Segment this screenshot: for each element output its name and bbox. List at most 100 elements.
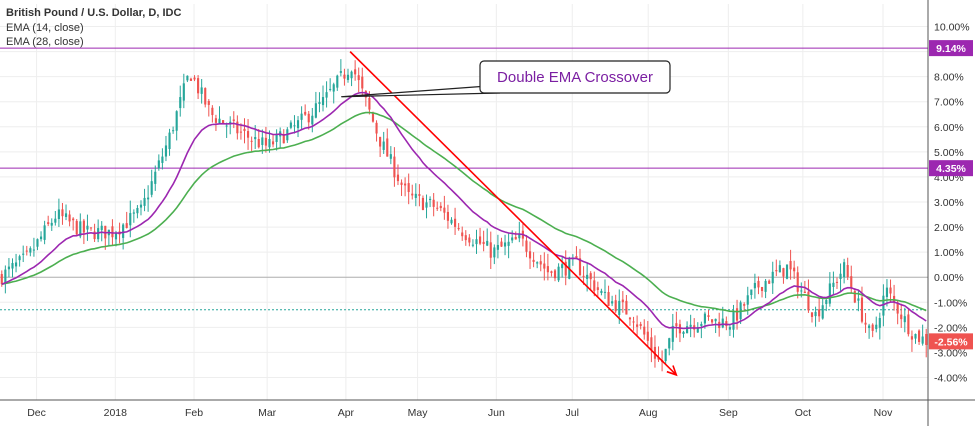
- y-tick-label: -2.00%: [934, 322, 967, 334]
- candle-body: [50, 222, 53, 226]
- candle-body: [764, 280, 767, 292]
- candle-body: [197, 78, 200, 94]
- candle-body: [236, 121, 239, 134]
- candle-body: [782, 268, 785, 277]
- candle-body: [746, 295, 749, 305]
- level-badge-bg: [929, 40, 973, 57]
- candle-body: [860, 297, 864, 322]
- y-tick-label: 3.00%: [934, 197, 964, 209]
- candle-body: [147, 197, 150, 200]
- candle-body: [100, 225, 103, 231]
- candle-body: [532, 259, 535, 262]
- candle-body: [261, 137, 264, 145]
- candle-body: [771, 271, 774, 284]
- candle-body: [743, 304, 746, 306]
- candle-body: [182, 83, 185, 101]
- candle-body: [161, 156, 164, 163]
- candle-body: [889, 287, 892, 294]
- candle-body: [271, 141, 275, 145]
- candle-body: [89, 227, 93, 229]
- candle-body: [157, 160, 160, 169]
- candle-body: [650, 337, 653, 351]
- candle-body: [168, 132, 171, 150]
- x-tick-label: May: [408, 407, 429, 419]
- candle-body: [357, 75, 360, 81]
- candle-body: [404, 183, 407, 186]
- candle-body: [875, 324, 878, 330]
- candle-body: [682, 331, 685, 334]
- candle-body: [371, 112, 375, 122]
- candle-body: [564, 261, 567, 276]
- candle-body: [111, 226, 114, 238]
- candle-body: [768, 280, 771, 284]
- candle-body: [818, 309, 821, 317]
- candle-body: [22, 253, 25, 255]
- candle-body: [721, 318, 724, 328]
- current-price-badge-label: -2.56%: [934, 336, 968, 348]
- candle-body: [307, 113, 310, 123]
- level-badge-label: 9.14%: [936, 43, 966, 55]
- candle-body: [154, 171, 157, 184]
- candle-body: [593, 280, 596, 291]
- ema-lines: [1, 91, 927, 330]
- candle-body: [750, 289, 753, 296]
- candle-body: [14, 262, 18, 267]
- candle-body: [853, 291, 856, 303]
- candle-body: [368, 97, 371, 110]
- candle-body: [339, 71, 342, 73]
- candle-body: [93, 231, 96, 240]
- candle-body: [300, 113, 303, 120]
- x-tick-label: Jun: [488, 407, 505, 419]
- candle-body: [785, 264, 789, 279]
- candle-body: [664, 348, 667, 362]
- candle-body: [79, 221, 82, 237]
- y-tick-label: 0.00%: [934, 272, 964, 284]
- x-tick-label: Jul: [566, 407, 579, 419]
- candle-body: [821, 305, 824, 319]
- candle-body: [393, 156, 396, 178]
- candle-body: [496, 244, 499, 250]
- candle-body: [254, 137, 257, 140]
- symbol-title: British Pound / U.S. Dollar, D, IDC: [6, 7, 181, 19]
- candle-body: [439, 205, 442, 209]
- candle-body: [143, 197, 146, 206]
- candle-body: [172, 130, 175, 132]
- candle-body: [257, 138, 260, 148]
- candle-body: [239, 131, 242, 133]
- current-price-badge-bg: [929, 333, 973, 350]
- candle-body: [478, 236, 482, 244]
- y-tick-label: 10.00%: [934, 22, 970, 34]
- candle-body: [411, 193, 414, 196]
- candle-body: [39, 236, 43, 240]
- candle-body: [878, 317, 881, 328]
- candle-body: [832, 282, 835, 287]
- candle-body: [364, 90, 367, 98]
- candle-body: [925, 333, 928, 345]
- candle-body: [379, 136, 382, 147]
- callout: Double EMA Crossover: [479, 60, 671, 94]
- x-tick-label: Dec: [27, 407, 46, 419]
- candle-body: [243, 128, 246, 131]
- candle-body: [689, 324, 692, 327]
- candle-body: [628, 317, 632, 320]
- candle-body: [293, 125, 296, 127]
- candle-body: [714, 318, 717, 322]
- candle-body: [918, 330, 921, 342]
- candle-body: [389, 154, 392, 159]
- y-tick-label: 2.00%: [934, 222, 964, 234]
- y-tick-label: 5.00%: [934, 147, 964, 159]
- candle-body: [550, 271, 553, 273]
- candle-body: [332, 84, 335, 92]
- candle-body: [489, 242, 492, 258]
- x-tick-label: 2018: [104, 407, 128, 419]
- legend: British Pound / U.S. Dollar, D, IDC EMA …: [6, 7, 181, 48]
- candle-body: [536, 262, 539, 264]
- candle-body: [753, 282, 756, 289]
- candle-body: [914, 333, 917, 339]
- candle-body: [125, 223, 128, 229]
- candle-body: [807, 291, 810, 311]
- candle-body: [671, 325, 674, 342]
- candle-body: [696, 327, 699, 333]
